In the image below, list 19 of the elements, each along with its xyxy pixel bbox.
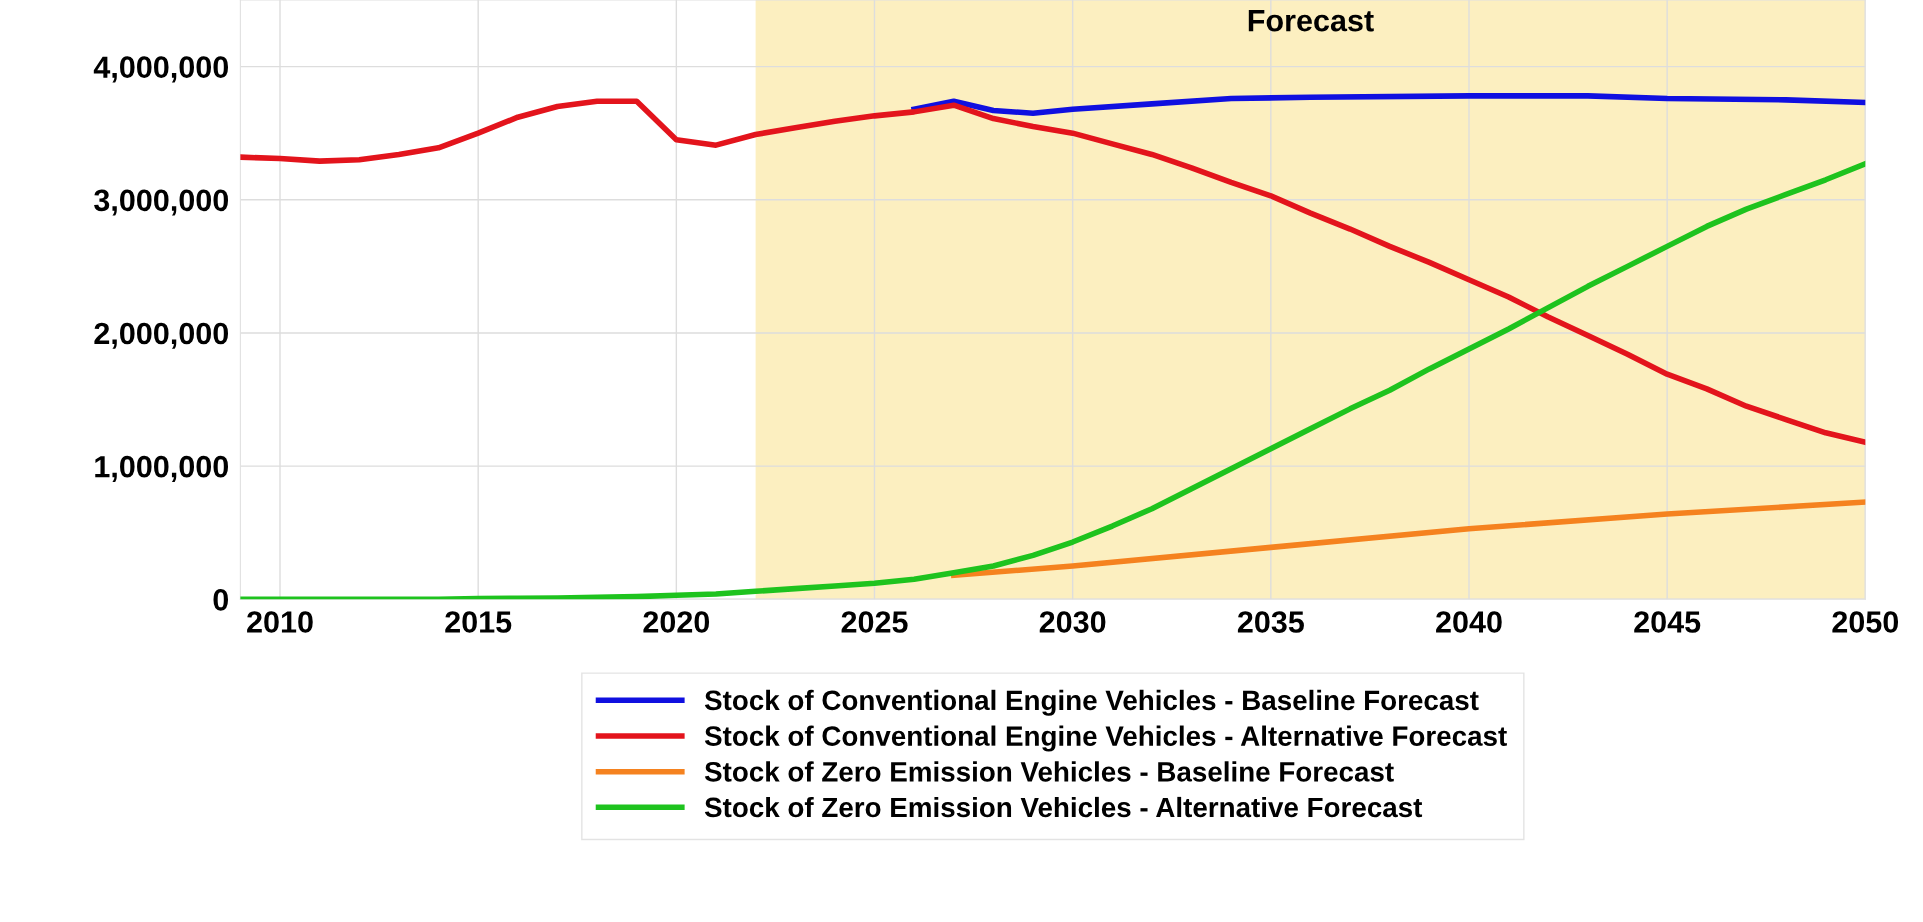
x-tick-label: 2010 [247,611,313,633]
x-tick-label: 2040 [1436,611,1502,633]
x-tick-label: 2020 [643,611,710,633]
band-label: Forecast [1248,10,1374,32]
legend-label: Stock of Zero Emission Vehicles - Alternative Forecast [704,796,1423,818]
y-tick-label: 4,000,000 [93,56,229,83]
y-tick-label: 0 [213,589,229,611]
legend-label: Stock of Conventional Engine Vehicles - Alternative Forecast [704,725,1507,752]
x-tick-label: 2030 [1039,611,1106,633]
x-tick-label: 2025 [841,611,908,633]
y-tick-label: 2,000,000 [94,322,229,349]
x-tick-label: 2015 [445,611,512,633]
y-tick-label: 1,000,000 [95,455,229,482]
x-tick-label: 2035 [1237,611,1304,633]
y-tick-label: 3,000,000 [94,189,229,216]
legend-label: Stock of Conventional Engine Vehicles - Baseline Forecast [704,689,1479,716]
x-tick-label: 2045 [1634,611,1701,633]
x-tick-label: 2050 [1832,611,1899,633]
legend-label: Stock of Zero Emission Vehicles - Baseline Forecast [704,761,1394,782]
